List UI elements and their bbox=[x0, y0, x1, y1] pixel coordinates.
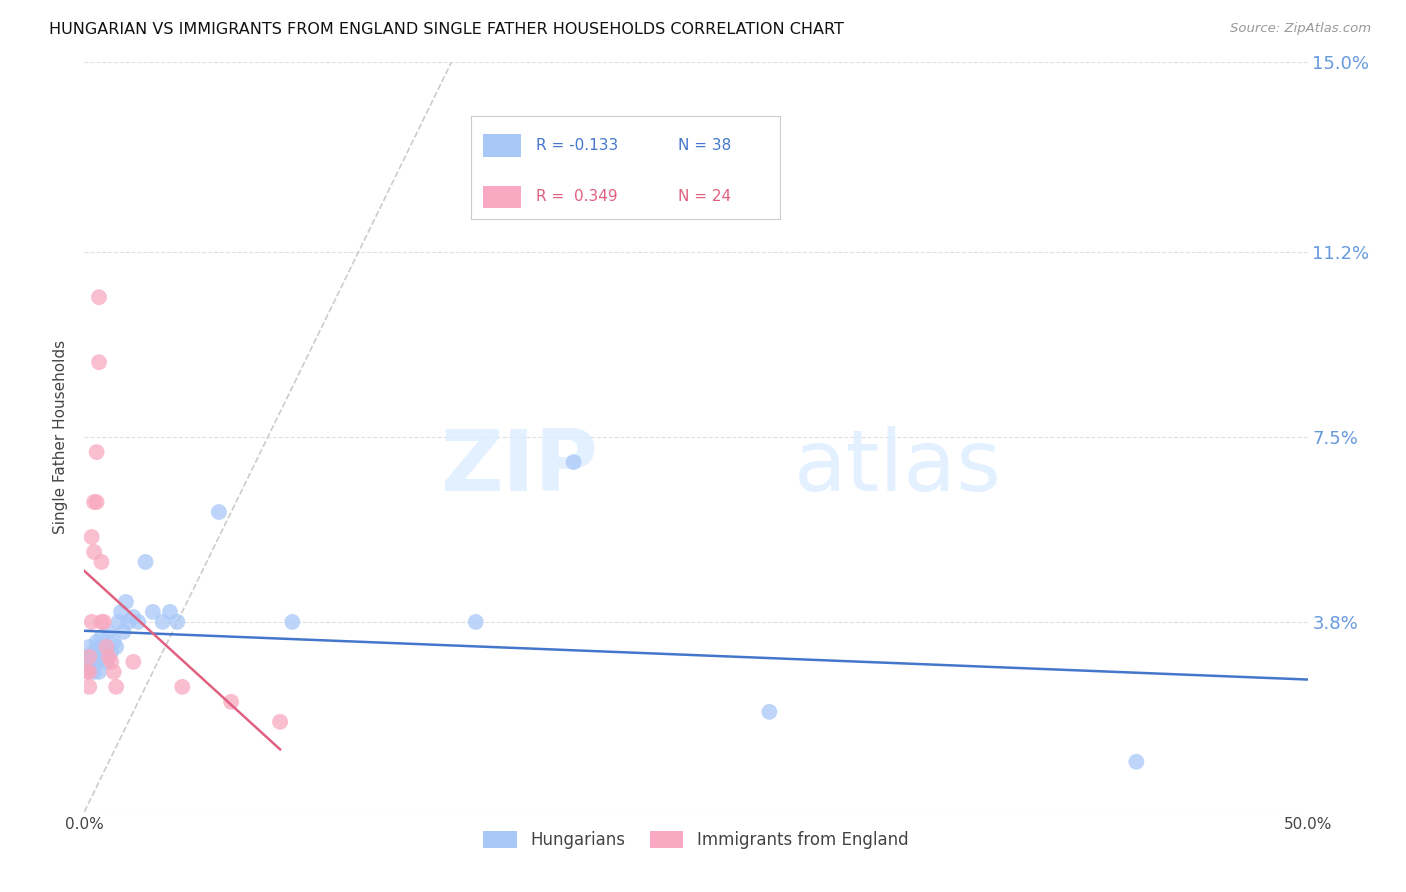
Point bbox=[83, 495, 105, 509]
Bar bbox=[484, 186, 520, 208]
Point bbox=[105, 680, 128, 694]
Legend: Hungarians, Immigrants from England: Hungarians, Immigrants from England bbox=[477, 824, 915, 855]
Point bbox=[127, 615, 149, 629]
Point bbox=[87, 290, 110, 304]
Text: R =  0.349: R = 0.349 bbox=[536, 189, 617, 204]
Point bbox=[107, 615, 129, 629]
Point bbox=[77, 680, 100, 694]
Text: ZIP: ZIP bbox=[440, 425, 598, 508]
Point bbox=[135, 555, 157, 569]
Point bbox=[208, 505, 231, 519]
Point bbox=[86, 495, 108, 509]
Point bbox=[96, 640, 118, 654]
Point bbox=[80, 649, 103, 664]
Point bbox=[93, 640, 115, 654]
Point bbox=[80, 615, 103, 629]
Point bbox=[100, 645, 122, 659]
Text: R = -0.133: R = -0.133 bbox=[536, 138, 619, 153]
Text: atlas: atlas bbox=[794, 425, 1002, 508]
Point bbox=[87, 665, 110, 679]
Point bbox=[122, 655, 145, 669]
Point bbox=[90, 649, 112, 664]
Point bbox=[83, 545, 105, 559]
Point bbox=[110, 605, 132, 619]
Point bbox=[77, 649, 100, 664]
Point bbox=[76, 660, 98, 674]
Point bbox=[122, 610, 145, 624]
Point bbox=[105, 640, 128, 654]
Point bbox=[103, 635, 125, 649]
Point bbox=[103, 665, 125, 679]
Point bbox=[166, 615, 188, 629]
Point bbox=[269, 714, 291, 729]
Y-axis label: Single Father Households: Single Father Households bbox=[53, 340, 69, 534]
Point bbox=[464, 615, 486, 629]
Point bbox=[80, 530, 103, 544]
Point bbox=[90, 615, 112, 629]
Point bbox=[77, 640, 100, 654]
Bar bbox=[484, 135, 520, 157]
Point bbox=[159, 605, 181, 619]
Point bbox=[219, 695, 242, 709]
Point bbox=[87, 355, 110, 369]
Point bbox=[76, 649, 98, 664]
Point bbox=[115, 595, 138, 609]
Point bbox=[90, 555, 112, 569]
Point bbox=[83, 645, 105, 659]
Point bbox=[142, 605, 165, 619]
Point bbox=[152, 615, 174, 629]
Point bbox=[93, 615, 115, 629]
Point bbox=[76, 665, 98, 679]
Text: HUNGARIAN VS IMMIGRANTS FROM ENGLAND SINGLE FATHER HOUSEHOLDS CORRELATION CHART: HUNGARIAN VS IMMIGRANTS FROM ENGLAND SIN… bbox=[49, 22, 844, 37]
Point bbox=[112, 624, 135, 639]
Text: N = 38: N = 38 bbox=[678, 138, 731, 153]
Point bbox=[77, 665, 100, 679]
Point bbox=[117, 615, 139, 629]
Point bbox=[86, 655, 108, 669]
Point bbox=[86, 635, 108, 649]
Point bbox=[562, 455, 585, 469]
Point bbox=[77, 655, 100, 669]
Point bbox=[80, 660, 103, 674]
Point bbox=[172, 680, 194, 694]
Point bbox=[281, 615, 304, 629]
Point bbox=[1125, 755, 1147, 769]
Point bbox=[83, 665, 105, 679]
Point bbox=[87, 640, 110, 654]
Point bbox=[97, 624, 120, 639]
Point bbox=[100, 655, 122, 669]
Point bbox=[97, 649, 120, 664]
Point bbox=[86, 445, 108, 459]
Text: N = 24: N = 24 bbox=[678, 189, 731, 204]
Point bbox=[90, 630, 112, 644]
Point bbox=[758, 705, 780, 719]
Text: Source: ZipAtlas.com: Source: ZipAtlas.com bbox=[1230, 22, 1371, 36]
Point bbox=[96, 655, 118, 669]
